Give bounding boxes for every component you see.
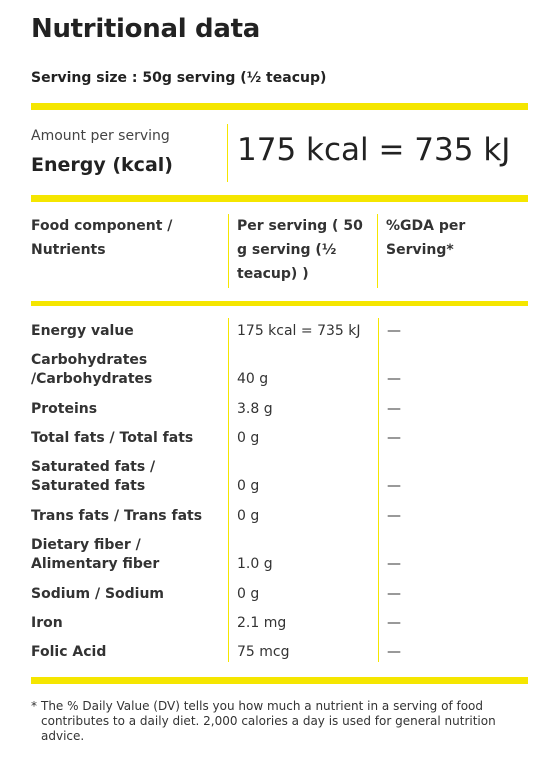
nutrient-gda: — (387, 430, 401, 446)
footnote-text: The % Daily Value (DV) tells you how muc… (41, 699, 496, 743)
nutrient-name: Sodium / Sodium (31, 586, 165, 602)
nutrient-value: 75 mcg (237, 644, 290, 660)
nutrient-value: 0 g (237, 508, 260, 524)
energy-label: Energy (kcal) (31, 154, 173, 176)
nutrient-value: 175 kcal = 735 kJ (237, 323, 361, 339)
nutrient-value: 3.8 g (237, 401, 273, 417)
divider-bar (31, 677, 528, 684)
footnote: * The % Daily Value (DV) tells you how m… (31, 699, 528, 744)
divider-bar (31, 103, 528, 110)
divider-bar (31, 301, 528, 306)
nutrient-value: 2.1 mg (237, 615, 287, 631)
footnote-marker: * (31, 699, 37, 713)
nutrient-value: 40 g (237, 371, 269, 387)
nutrient-name: Total fats / Total fats (31, 430, 194, 446)
nutrient-name: Folic Acid (31, 644, 107, 660)
nutrient-gda: — (387, 401, 401, 417)
serving-size: Serving size : 50g serving (½ teacup) (31, 70, 327, 86)
energy-value: 175 kcal = 735 kJ (237, 132, 511, 168)
table-header: Food component / Nutrients Per serving (… (31, 214, 528, 288)
nutrient-name: Iron (31, 615, 63, 631)
nutrient-name: Saturated fats / Saturated fats (31, 459, 156, 494)
energy-summary: Amount per serving Energy (kcal) 175 kca… (31, 124, 528, 184)
column-divider (228, 318, 229, 662)
nutrient-name: Proteins (31, 401, 98, 417)
header-gda: %GDA per Serving* (386, 218, 466, 258)
nutrient-value: 0 g (237, 586, 260, 602)
divider-bar (31, 195, 528, 202)
amount-per-serving-label: Amount per serving (31, 128, 170, 144)
header-component: Food component / Nutrients (31, 218, 173, 258)
nutrient-name: Dietary fiber / Alimentary fiber (31, 537, 160, 572)
nutrient-gda: — (387, 644, 401, 660)
nutrient-value: 1.0 g (237, 556, 273, 572)
nutrient-gda: — (387, 508, 401, 524)
nutrient-table: Energy value 175 kcal = 735 kJ — Carbohy… (31, 318, 528, 662)
nutrient-name: Carbohydrates /Carbohydrates (31, 352, 153, 387)
nutrient-name: Energy value (31, 323, 134, 339)
nutrient-value: 0 g (237, 478, 260, 494)
header-per-serving: Per serving ( 50 g serving (½ teacup) ) (228, 214, 378, 288)
nutrient-gda: — (387, 478, 401, 494)
nutrient-gda: — (387, 615, 401, 631)
energy-label-cell: Amount per serving Energy (kcal) (31, 124, 228, 182)
nutrient-name: Trans fats / Trans fats (31, 508, 203, 524)
nutrient-gda: — (387, 586, 401, 602)
nutrient-gda: — (387, 556, 401, 572)
page-title: Nutritional data (31, 14, 260, 44)
nutrient-value: 0 g (237, 430, 260, 446)
nutrient-gda: — (387, 371, 401, 387)
nutrient-gda: — (387, 323, 401, 339)
column-divider (378, 318, 379, 662)
